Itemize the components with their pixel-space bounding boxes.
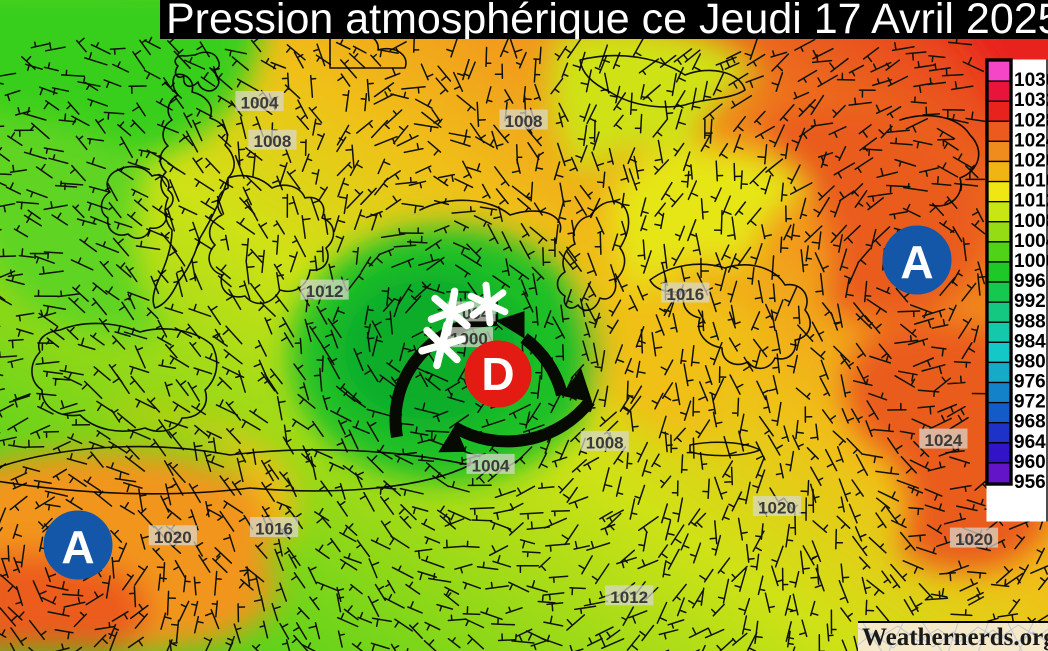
svg-text:A: A — [61, 521, 94, 573]
svg-text:D: D — [481, 348, 514, 400]
svg-text:A: A — [900, 236, 933, 288]
